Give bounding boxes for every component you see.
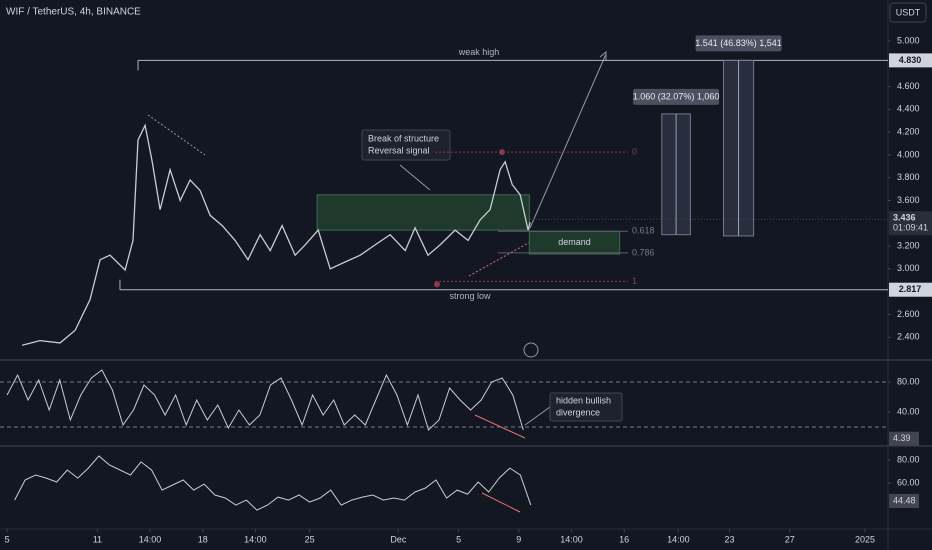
measure-label: 1.541 (46.83%) 1,541 [695,38,782,48]
x-tick-label: 9 [516,534,521,544]
series-line [6,369,524,431]
series-line [14,455,532,511]
y-tick-label: 40.00 [897,406,920,416]
x-tick-label: 14:00 [560,534,583,544]
projection-arrow [529,53,607,229]
x-tick-label: 25 [305,534,315,544]
y-tick-label: 80.00 [897,454,920,464]
fib-anchor [499,149,505,156]
last-value-label: 44.48 [893,495,916,505]
divergence-line [481,492,521,513]
annotation: Break of structure [368,133,439,143]
level-label: strong low [449,291,491,301]
replay-icon[interactable] [523,342,539,358]
price-axis [888,0,932,550]
last-price-tag [889,211,932,236]
last-price-label: 3.436 [893,213,916,223]
currency-label[interactable]: USDT [896,7,921,17]
measure-label: 1.060 (32.07%) 1,060 [633,91,720,101]
level-tag-label: 4.830 [899,55,922,65]
fib-label: 1 [632,276,637,286]
y-tick-label: 4.000 [897,149,920,159]
symbol-title: WIF / TetherUS, 4h, BINANCE [6,7,141,18]
arrow-head [599,50,607,60]
fib-anchor [434,281,440,288]
x-tick-label: 18 [198,534,208,544]
series-line [21,123,531,346]
y-tick-label: 3.200 [897,240,920,250]
x-tick-label: 2025 [855,534,875,544]
currency-button[interactable] [889,2,927,23]
zone [316,194,530,231]
callout-box [549,392,623,422]
y-tick-label: 4.600 [897,81,920,91]
callout-box [361,129,451,161]
level-tag [889,53,932,68]
y-tick-label: 4.400 [897,104,920,114]
annotation: hidden bullish [556,395,611,405]
level-label: weak high [458,47,500,57]
callout-line [399,164,431,191]
annotation: Reversal signal [368,145,430,155]
last-value-tag [889,431,919,446]
measure-label-box [695,35,782,52]
level-tag [889,282,932,297]
x-tick-label: 14:00 [244,534,267,544]
fib-label: 0.618 [632,226,655,236]
y-tick-label: 3.800 [897,172,920,182]
x-tick-label: 14:00 [139,534,162,544]
fib-label: 0.786 [632,247,655,257]
zone-label: demand [558,237,591,247]
level-tag-label: 2.817 [899,284,922,294]
y-tick-label: 60.00 [897,477,920,487]
x-tick-label: 23 [725,534,735,544]
x-tick-label: 16 [619,534,629,544]
countdown-label: 01:09:41 [893,223,928,233]
y-tick-label: 80.00 [897,376,920,386]
y-tick-label: 4.200 [897,127,920,137]
x-tick-label: 5 [456,534,461,544]
y-tick-label: 3.600 [897,195,920,205]
last-value-label: 4.39 [893,433,911,443]
x-tick-label: 11 [93,534,102,544]
x-tick-label: 5 [5,534,10,544]
annotation: divergence [556,407,600,417]
x-tick-label: 27 [785,534,795,544]
fib-label: 0 [632,146,637,156]
callout-line [524,406,551,426]
x-tick-label: Dec [390,534,407,544]
x-tick-label: 14:00 [667,534,690,544]
y-tick-label: 2.600 [897,309,920,319]
measure-label-box [633,88,720,105]
divergence-line [474,414,526,439]
y-tick-label: 5.000 [897,35,920,45]
y-tick-label: 2.400 [897,332,920,342]
y-tick-label: 3.000 [897,263,920,273]
last-value-tag [889,493,919,508]
